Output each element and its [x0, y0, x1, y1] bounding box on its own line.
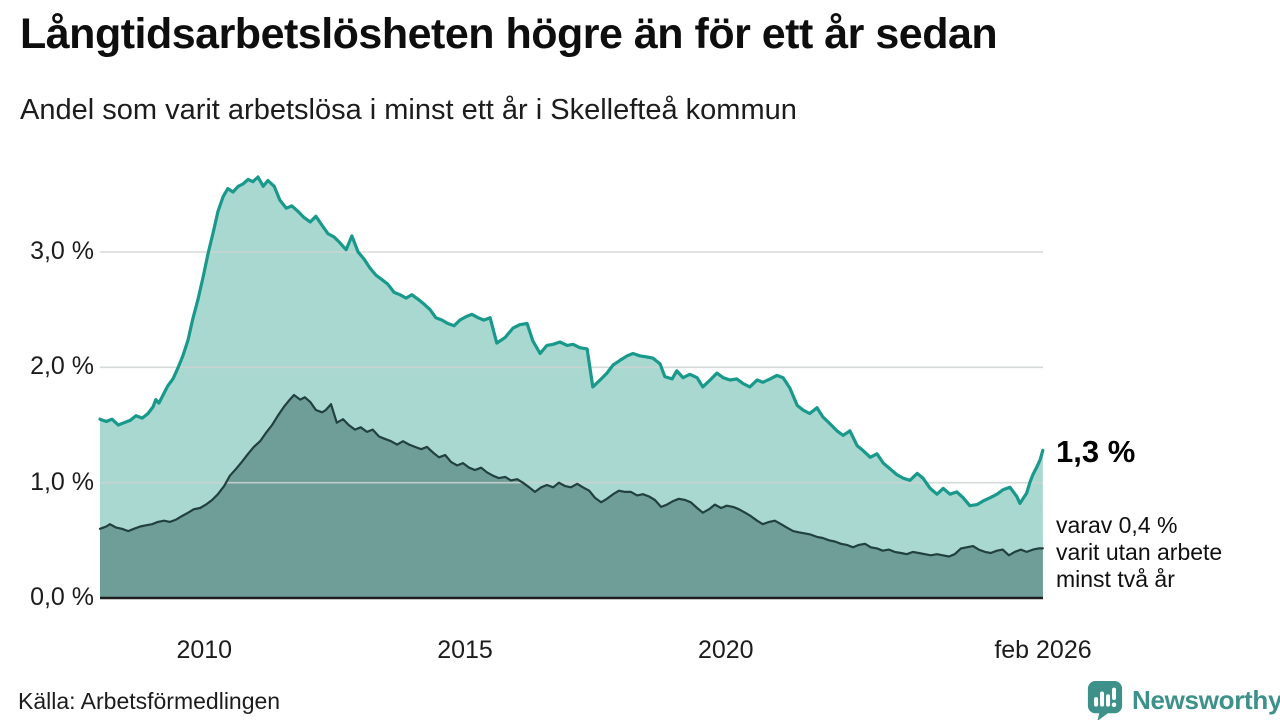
- page-title: Långtidsarbetslösheten högre än för ett …: [20, 10, 998, 58]
- secondary-annotation-line: minst två år: [1056, 566, 1175, 592]
- secondary-annotation-line: varit utan arbete: [1056, 539, 1223, 565]
- area-fill-1: [100, 395, 1043, 598]
- x-tick-label: 2020: [697, 636, 754, 664]
- x-tick-label: 2010: [176, 636, 233, 664]
- y-tick-label: 3,0 %: [30, 237, 94, 265]
- page-subtitle: Andel som varit arbetslösa i minst ett å…: [20, 94, 797, 126]
- speech-bubble-bar-chart-icon: [1087, 681, 1123, 720]
- y-tick-label: 1,0 %: [30, 467, 94, 496]
- newsworthy-logo-text: Newsworthy: [1132, 684, 1280, 715]
- x-tick-label: feb 2026: [994, 636, 1092, 664]
- series-line-0: [98, 175, 1045, 508]
- source-caption: Källa: Arbetsförmedlingen: [18, 688, 281, 714]
- y-tick-label: 2,0 %: [30, 352, 94, 381]
- x-tick-label: 2015: [437, 636, 493, 664]
- end-value-label: 1,3 %: [1056, 434, 1136, 469]
- y-tick-label: 0,0 %: [30, 583, 94, 611]
- secondary-annotation: varav 0,4 % varit utan arbete minst två …: [1056, 512, 1222, 593]
- series-line-1: [98, 393, 1044, 558]
- secondary-annotation-line: varav 0,4 %: [1056, 512, 1178, 538]
- newsworthy-logo: Newsworthy: [1086, 679, 1280, 720]
